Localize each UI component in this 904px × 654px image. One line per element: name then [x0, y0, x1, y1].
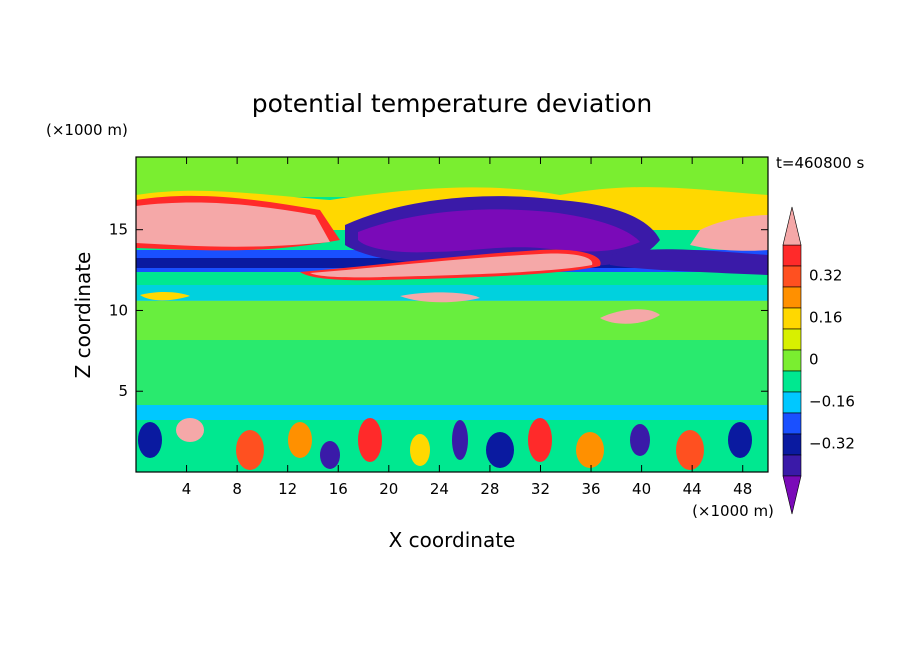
x-tick-label: 32 [531, 480, 550, 498]
inversion-band [136, 405, 768, 420]
colorbar-label: 0.16 [809, 309, 842, 327]
x-tick-label: 12 [278, 480, 297, 498]
y-tick-label: 10 [109, 301, 128, 319]
colorbar-swatch [782, 307, 802, 330]
colorbar-swatch [782, 370, 802, 393]
colorbar-swatch [782, 265, 802, 288]
x-tick-label: 8 [232, 480, 242, 498]
colorbar-swatch [782, 244, 802, 267]
warm-blob-3 [140, 292, 190, 301]
time-label: t=460800 s [776, 154, 864, 172]
colorbar: 0.32 0.16 0 −0.16 −0.32 [782, 206, 855, 515]
x-tick-label: 48 [733, 480, 752, 498]
mid-layer-streaks [136, 340, 768, 410]
colorbar-swatch [782, 433, 802, 456]
boundary-layer [136, 420, 768, 472]
y-tick-label: 15 [109, 221, 128, 239]
boundary-layer-plumes [138, 418, 752, 470]
chart-title: potential temperature deviation [252, 89, 652, 118]
x-axis-label: X coordinate [389, 528, 516, 552]
colorbar-label: −0.32 [809, 435, 855, 453]
y-tick-label: 5 [118, 382, 128, 400]
warm-right-edge [690, 215, 768, 251]
cold-right-lobe [610, 249, 768, 275]
colorbar-swatch [782, 286, 802, 309]
x-tick-label: 40 [632, 480, 651, 498]
cold-core-inner [358, 209, 640, 253]
colorbar-swatch [782, 328, 802, 351]
x-tick-label: 20 [379, 480, 398, 498]
colorbar-extend-max [782, 206, 802, 246]
colorbar-label: 0 [809, 351, 819, 369]
y-axis-units: (×1000 m) [46, 121, 128, 139]
warm-tongue-core [136, 202, 330, 247]
warm-blob-2 [600, 309, 660, 324]
colorbar-swatch [782, 391, 802, 414]
warm-blob-1 [400, 292, 480, 303]
x-tick-label: 16 [329, 480, 348, 498]
colorbar-swatch [782, 454, 802, 477]
plot-frame [135, 156, 769, 473]
x-tick-label: 44 [683, 480, 702, 498]
x-tick-label: 36 [581, 480, 600, 498]
x-axis-units: (×1000 m) [692, 502, 774, 520]
colorbar-label: −0.16 [809, 393, 855, 411]
x-tick-label: 4 [182, 480, 192, 498]
y-axis-ticks: 5 10 15 [109, 221, 768, 400]
x-tick-label: 24 [430, 480, 449, 498]
y-axis-label: Z coordinate [71, 252, 95, 379]
warm-layer-core [310, 253, 593, 278]
x-axis-ticks: 4 8 12 16 20 24 28 32 36 40 44 48 [182, 157, 752, 498]
contour-field [136, 157, 768, 472]
colorbar-swatch [782, 349, 802, 372]
colorbar-swatch [782, 412, 802, 435]
colorbar-extend-min [782, 475, 802, 515]
colorbar-label: 0.32 [809, 267, 842, 285]
x-tick-label: 28 [480, 480, 499, 498]
